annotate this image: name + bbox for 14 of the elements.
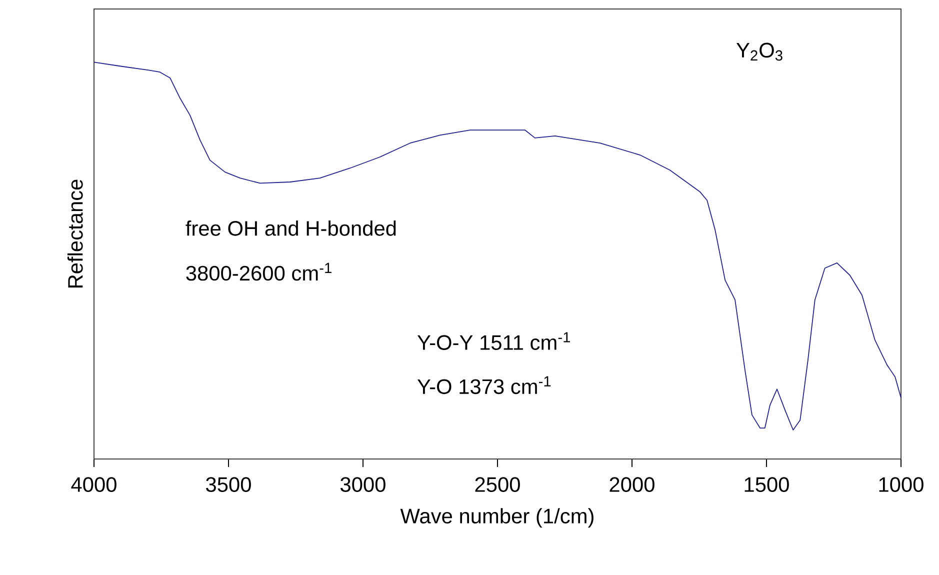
annotation: 3800-2600 cm$^{-1}$ [186, 262, 332, 281]
text: Y$_{2}$O$_{3}$ [736, 42, 782, 61]
annotation: free OH and H-bonded [186, 220, 396, 236]
x-tick-label: 1000 [879, 477, 924, 492]
annotation: Y-O 1373 cm$^{-1}$ [417, 376, 551, 394]
annotation: Y-O-Y 1511 cm$^{-1}$ [417, 332, 570, 350]
x-tick-label: 3500 [206, 477, 251, 492]
x-tick-label: 2500 [475, 477, 520, 492]
x-axis-title: Wave number (1/cm) [400, 508, 594, 528]
x-tick-label: 3000 [340, 477, 386, 492]
x-tick-label: 4000 [71, 477, 116, 492]
x-tick-label: 2000 [610, 477, 654, 492]
y-axis-title: Reflectance [67, 180, 83, 288]
x-tick-label: 1500 [744, 477, 789, 492]
